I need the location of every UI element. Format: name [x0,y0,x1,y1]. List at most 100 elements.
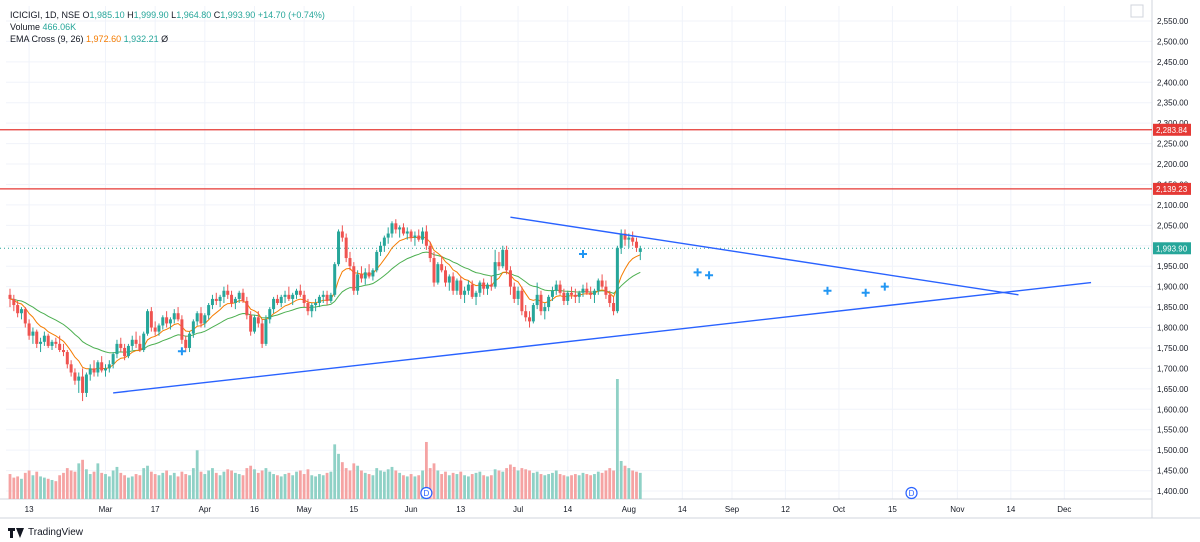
volume-bar [23,472,27,499]
candle-body [222,290,226,297]
candle-body [188,333,192,348]
trendline-ascending-support[interactable] [113,281,1092,394]
candle-body [493,262,497,287]
low-value: 1,964.80 [176,10,212,20]
volume-bar [543,475,547,499]
candle-body [482,282,486,289]
tradingview-branding[interactable]: TradingView [8,527,83,538]
volume-bar [424,441,428,499]
volume-bar [394,470,398,499]
candle-body [394,223,398,230]
volume-bar [593,474,596,499]
dividend-marker-icon[interactable] [905,486,918,500]
volume-bar [501,471,505,499]
y-tick-label: 1,650.00 [1157,385,1189,394]
volume-bar [96,463,100,499]
candle-body [317,296,321,304]
candle-body [539,294,543,312]
volume-bar [211,468,214,499]
candle-body [264,319,268,344]
candle-body [463,290,467,295]
volume-bar [577,475,581,499]
ema-slow-line [9,251,641,354]
volume-bar [58,475,62,499]
ema-fast-value: 1,972.60 [86,34,122,44]
candle-body [107,364,111,369]
candle-body [230,294,234,304]
volume-bar [352,463,356,499]
volume-bar [245,468,249,499]
candle-body [390,223,394,234]
volume-bar [88,474,92,499]
high-value: 1,999.90 [133,10,169,20]
candle-body [604,286,608,295]
volume-bar [360,470,363,499]
x-tick-label: 13 [456,505,465,514]
volume-bar [207,470,211,499]
y-tick-label: 1,550.00 [1157,426,1189,435]
candle-body [543,307,547,312]
candle-body [570,292,574,295]
volume-bar [398,472,402,499]
candle-body [367,272,371,277]
volume-bar [375,468,379,499]
candle-body [226,290,230,295]
volume-bar [558,474,562,499]
volume-bar [65,468,69,499]
volume-bar [440,474,444,499]
candle-body [508,270,512,287]
candle-body [283,294,287,297]
volume-bar [444,471,447,499]
candle-body [146,311,150,334]
volume-bar [447,475,451,499]
ema-visibility-icon[interactable]: Ø [161,34,169,44]
branding-text: TradingView [28,527,84,538]
candle-body [474,292,478,297]
high-label: H [127,10,134,20]
volume-bar [474,472,478,499]
volume-bar [524,469,528,499]
change-value: +14.70 (+0.74%) [257,10,325,20]
candle-body [615,247,619,312]
volume-bar [298,470,302,499]
volume-bar [276,475,279,499]
ema-slow-value: 1,932.21 [123,34,159,44]
dividend-marker-label: D [909,489,915,498]
volume-bar [566,476,570,499]
candle-body [245,300,249,316]
volume-bar [35,471,39,499]
volume-bar [348,470,352,499]
volume-bar [428,468,432,499]
volume-bar [31,475,35,499]
candle-body [149,311,153,328]
volume-bar [241,475,245,499]
volume-bar [551,472,554,499]
volume-bar [619,460,623,499]
candle-body [241,292,245,301]
volume-bar [382,471,386,499]
volume-bar [169,475,172,499]
candle-body [46,335,50,346]
candle-body [39,341,43,344]
volume-bar [42,477,46,499]
y-tick-label: 2,250.00 [1157,140,1189,149]
candle-body [291,294,295,299]
candle-body [23,309,27,324]
volume-bar [573,474,577,499]
volume-bar [493,469,497,499]
candle-body [489,284,493,287]
candle-body [344,237,348,259]
trendline-descending-resistance[interactable] [510,216,1019,296]
ema-cross-marker-icon [823,286,832,295]
candle-body [138,343,142,351]
dividend-marker-icon[interactable] [420,486,433,500]
volume-bar [497,470,501,499]
volume-bar [321,475,325,499]
volume-bar [535,471,539,499]
volume-bar [130,476,134,499]
chart-settings-icon[interactable] [1130,4,1144,18]
volume-bar [638,472,642,499]
candle-body [92,368,96,373]
